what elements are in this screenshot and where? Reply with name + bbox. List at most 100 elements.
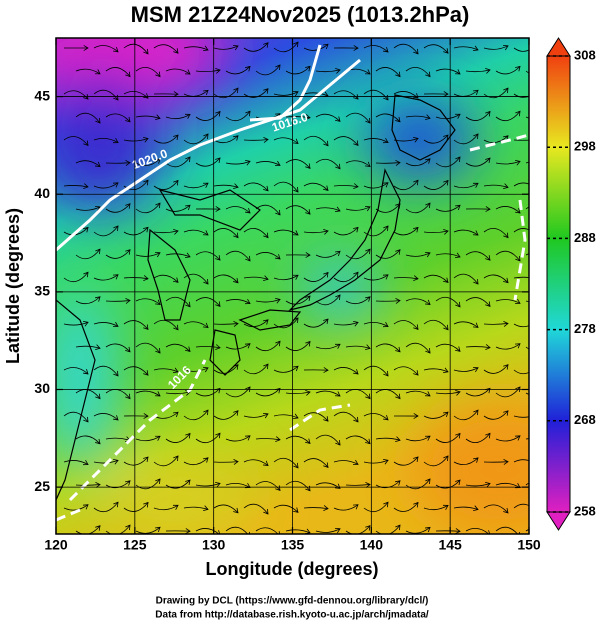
streamline [405, 115, 431, 119]
streamline [495, 299, 521, 304]
stream-arrow [173, 455, 179, 462]
stream-arrow [353, 183, 359, 189]
streamline [465, 297, 491, 307]
streamline [153, 44, 179, 54]
stream-arrow [82, 459, 89, 466]
streamline [405, 202, 431, 214]
streamline [435, 156, 461, 168]
colorbar-tick-label: 298 [574, 139, 596, 154]
streamline [75, 68, 101, 75]
stream-arrow [353, 226, 359, 233]
stream-arrow [454, 204, 461, 211]
stream-arrow [383, 370, 389, 377]
streamline [255, 341, 281, 352]
streamline [255, 527, 279, 534]
streamline [213, 227, 239, 238]
stream-arrow [203, 133, 209, 140]
stream-arrow [278, 531, 281, 534]
stream-arrow [533, 413, 538, 418]
stream-arrow [534, 137, 538, 142]
stream-arrow [322, 43, 329, 50]
streamline [315, 250, 341, 258]
streamline [135, 115, 161, 119]
streamline [453, 182, 479, 189]
stream-arrow [215, 530, 221, 534]
streamline [153, 180, 179, 190]
streamline [183, 133, 209, 145]
streamline [423, 505, 449, 511]
streamline [63, 504, 89, 511]
streamline [393, 320, 419, 330]
streamline [195, 346, 221, 349]
streamline [243, 363, 269, 375]
streamline [303, 43, 329, 51]
stream-arrow [202, 322, 209, 328]
streamline [165, 296, 191, 308]
streamline [273, 91, 299, 96]
stream-arrow [233, 183, 239, 189]
stream-arrow [143, 93, 149, 99]
streamline [513, 182, 529, 187]
stream-arrow [514, 298, 521, 305]
stream-arrow [503, 410, 509, 416]
stream-arrow [275, 254, 281, 260]
stream-arrow [533, 276, 538, 281]
stream-arrow [215, 157, 221, 163]
streamline [423, 368, 449, 373]
streamline [435, 343, 461, 352]
streamline [243, 42, 269, 52]
streamline [513, 415, 529, 418]
stream-arrow [202, 230, 209, 236]
streamline [345, 296, 371, 305]
stream-arrow [125, 116, 131, 123]
streamline [255, 64, 281, 76]
streamline [303, 458, 329, 468]
streamline [75, 248, 101, 260]
stream-arrow [413, 226, 419, 233]
streamline [213, 87, 239, 99]
stream-arrow [305, 65, 311, 72]
streamline [135, 478, 161, 490]
stream-arrow [533, 320, 538, 325]
streamline [375, 524, 401, 534]
streamline [435, 391, 461, 395]
stream-arrow [143, 275, 149, 281]
stream-arrow [353, 321, 359, 327]
streamline [195, 297, 221, 307]
streamline [333, 185, 359, 188]
streamline [93, 502, 119, 513]
stream-arrow [215, 206, 221, 212]
stream-arrow [424, 391, 431, 397]
streamline [435, 113, 461, 120]
stream-arrow [275, 436, 281, 442]
stream-arrow [83, 416, 89, 423]
stream-arrow [533, 43, 538, 48]
stream-arrow [383, 415, 389, 421]
streamline [303, 318, 329, 328]
streamline [303, 272, 329, 282]
stream-arrow [95, 344, 101, 350]
streamline [93, 274, 119, 281]
stream-arrow [202, 366, 209, 373]
stream-arrow [395, 480, 401, 486]
stream-arrow [425, 114, 431, 120]
streamline [393, 366, 419, 376]
stream-arrow [173, 91, 179, 97]
stream-arrow [395, 524, 401, 531]
streamline [165, 253, 191, 258]
streamline [225, 250, 251, 262]
stream-arrow [125, 524, 131, 531]
streamline [183, 506, 209, 510]
streamline [75, 525, 101, 534]
streamline [333, 411, 359, 423]
stream-arrow [503, 277, 509, 284]
stream-arrow [184, 252, 191, 259]
stream-arrow [262, 460, 269, 467]
streamline [123, 277, 149, 280]
stream-arrow [413, 324, 419, 331]
streamline [243, 227, 269, 238]
stream-arrow [383, 459, 389, 465]
streamline [195, 111, 221, 121]
stream-arrow [292, 274, 299, 280]
streamline [333, 272, 359, 283]
